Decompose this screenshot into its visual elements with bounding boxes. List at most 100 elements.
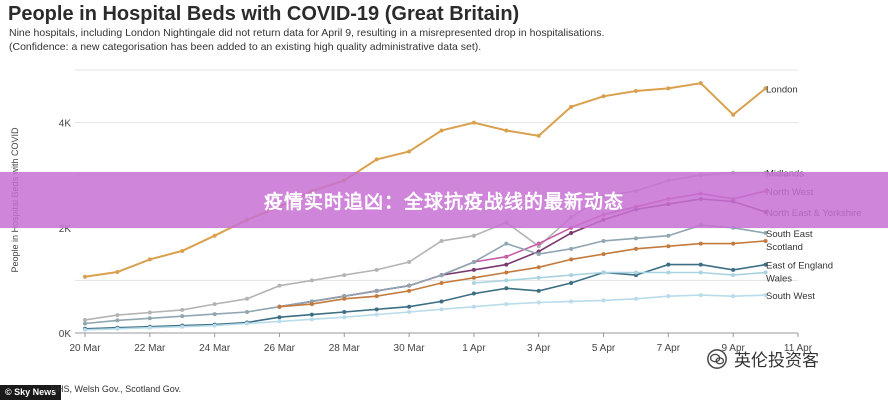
data-point [698,270,703,275]
data-point [471,281,476,286]
data-point [374,312,379,317]
data-point [763,231,768,236]
data-point [731,273,736,278]
series-line-south-west [84,294,766,331]
data-point [504,302,509,307]
data-point [536,288,541,293]
x-tick-label: 1 Apr [462,343,486,354]
data-point [763,270,768,275]
x-tick-label: 5 Apr [592,343,616,354]
x-tick-label: 22 Mar [134,343,166,354]
data-point [569,273,574,278]
y-tick-label: 4K [59,119,72,130]
data-point [698,241,703,246]
data-point [569,257,574,262]
series-label: East of England [766,261,833,272]
data-point [407,304,412,309]
data-point [536,300,541,305]
data-point [342,309,347,314]
data-point [309,312,314,317]
series-line-scotland [279,240,766,308]
series-label: South East [766,229,813,240]
data-point [504,128,509,133]
data-point [471,304,476,309]
data-point [83,317,87,322]
chart-subtitle-line-1: Nine hospitals, including London Nightin… [9,27,605,39]
data-point [731,267,736,272]
data-point [147,257,152,262]
data-point [601,94,606,99]
x-tick-label: 26 Mar [264,343,296,354]
data-point [666,233,671,238]
watermark-text: 英伦投资客 [734,351,819,371]
data-point [180,307,185,312]
data-point [763,293,768,298]
data-point [374,157,379,162]
data-point [569,281,574,286]
data-point [536,252,541,257]
series-label: Scotland [766,242,803,253]
data-point [471,259,476,264]
data-point [212,323,217,328]
data-point [666,294,671,299]
x-tick-label: 20 Mar [69,343,101,354]
data-point [83,321,87,326]
data-point [439,281,444,286]
data-point [731,241,736,246]
series-line-south-east [84,224,766,325]
data-point [439,128,444,133]
data-point [277,319,282,324]
data-point [504,286,509,291]
data-point [115,326,120,331]
data-point [536,241,541,246]
data-point [245,309,250,314]
wechat-icon [707,348,727,369]
data-point [147,310,152,315]
data-point [309,317,314,322]
y-tick-label: 2K [59,224,72,235]
series-line-london [84,82,767,278]
data-point [471,233,476,238]
source-note: ...: NHS, Welsh Gov., Scotland Gov. [38,384,182,394]
data-point [212,312,217,317]
data-point [633,270,638,275]
data-point [536,133,541,138]
data-point [245,321,250,326]
data-point [569,104,574,109]
data-point [731,294,736,299]
series-label: Wales [766,274,792,285]
data-point [601,238,606,243]
data-point [277,304,282,309]
data-point [536,275,541,280]
data-point [439,238,444,243]
data-point [698,262,703,267]
data-point [180,324,185,329]
x-tick-label: 28 Mar [329,343,361,354]
data-point [180,314,185,319]
data-point [569,246,574,251]
data-point [633,236,638,241]
series-line-east-of-england [84,263,766,330]
x-tick-label: 11 Apr [784,343,813,354]
data-point [439,273,444,278]
data-point [374,307,379,312]
data-point [471,120,476,125]
data-point [439,299,444,304]
data-point [407,259,412,264]
x-tick-label: 24 Mar [199,343,231,354]
banner-text: 疫情实时追凶：全球抗疫战线的最新动态 [263,190,624,213]
data-point [666,262,671,267]
x-tick-label: 9 Apr [722,343,746,354]
data-point [633,89,638,94]
chart-subtitle-line-2: (Confidence: a new categorisation has be… [9,41,482,53]
data-point [698,293,703,298]
data-point [407,309,412,314]
data-point [309,278,314,283]
data-point [504,254,509,259]
data-point [147,316,152,321]
data-point [83,327,87,332]
data-point [407,288,412,293]
data-point [374,267,379,272]
data-point [763,86,768,91]
x-tick-label: 30 Mar [394,343,426,354]
